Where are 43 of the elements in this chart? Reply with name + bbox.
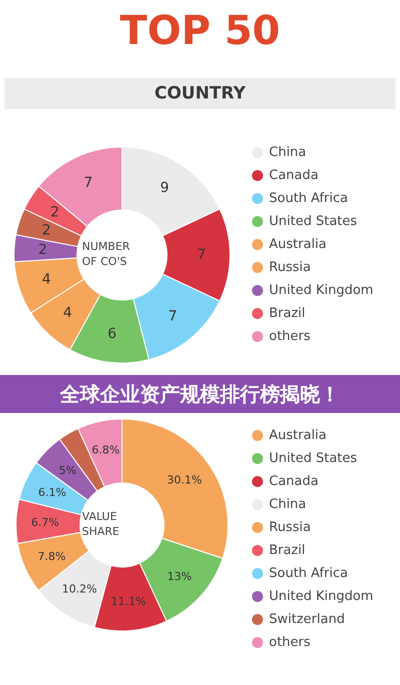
legend-label: South Africa [269, 566, 348, 581]
legend-label: Canada [269, 168, 318, 183]
text: VALUE SHARE [82, 510, 120, 538]
legend-label: Australia [269, 237, 327, 252]
data-label: 10.2% [62, 582, 97, 596]
legend-label: United Kingdom [269, 283, 374, 298]
legend-label: Brazil [269, 543, 306, 558]
data-label: 6.1% [38, 486, 66, 499]
chart-subtitle: COUNTRY [154, 84, 246, 104]
data-label: 11.1% [111, 595, 146, 608]
data-label: 6.7% [31, 516, 60, 529]
legend-label: United States [269, 451, 358, 466]
data-label: 30.1% [166, 473, 202, 486]
data-label: 4 [63, 304, 72, 321]
legend-label: Russia [269, 520, 311, 535]
data-label: 4 [42, 272, 51, 288]
data-label: 6 [108, 326, 117, 342]
legend-label: Canada [269, 474, 318, 489]
legend-label: Russia [269, 260, 311, 275]
data-label: 7 [197, 247, 206, 263]
legend-label: others [269, 329, 311, 344]
data-label: 7.8% [38, 550, 66, 563]
legend-label: South Africa [269, 191, 348, 206]
legend-label: United States [269, 214, 358, 229]
data-label: 2 [38, 242, 48, 258]
legend-label: China [269, 145, 306, 160]
chart-title: TOP 50 [120, 8, 280, 54]
legend-label: United Kingdom [269, 589, 374, 604]
data-label: 9 [160, 180, 170, 196]
text: NUMBER OF CO'S [82, 240, 130, 268]
legend-label: Brazil [269, 306, 306, 321]
legend-label: Australia [269, 428, 327, 443]
legend-label: others [269, 635, 311, 650]
data-label: 2 [50, 204, 60, 220]
chart-title: 全球企业资产规模排行榜揭晓！ [59, 382, 340, 406]
data-label: 2 [42, 222, 51, 238]
legend-label: China [269, 497, 306, 512]
data-label: 6.8% [92, 443, 120, 456]
data-label: 7 [84, 175, 93, 192]
data-label: 7 [168, 308, 178, 324]
legend-label: Switzerland [269, 612, 345, 627]
data-label: 5% [58, 464, 76, 478]
data-label: 13% [167, 570, 192, 583]
